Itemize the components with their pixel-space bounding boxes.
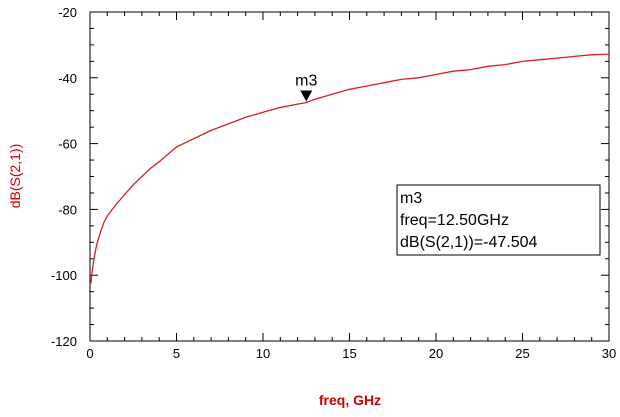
y-tick-label: -120 bbox=[51, 334, 77, 349]
readout-frequency: freq=12.50GHz bbox=[400, 212, 509, 229]
readout-value: dB(S(2,1))=-47.504 bbox=[400, 234, 538, 251]
y-tick-label: -100 bbox=[51, 268, 77, 283]
marker-label: m3 bbox=[295, 72, 317, 89]
y-tick-label: -40 bbox=[58, 71, 77, 86]
marker-readout-box: m3 freq=12.50GHz dB(S(2,1))=-47.504 bbox=[396, 184, 601, 256]
axis-ticks bbox=[89, 11, 610, 342]
y-tick-label: -80 bbox=[58, 202, 77, 217]
y-axis-label: dB(S(2,1)) bbox=[7, 144, 23, 209]
x-tick-label: 15 bbox=[342, 346, 356, 361]
x-tick-label: 5 bbox=[173, 346, 180, 361]
x-tick-label: 10 bbox=[256, 346, 270, 361]
x-tick-labels: 0 5 10 15 20 25 30 bbox=[86, 346, 616, 361]
marker-triangle-icon[interactable] bbox=[300, 90, 313, 102]
series-line-dB-S21 bbox=[90, 53, 610, 284]
y-tick-labels: -20 -40 -60 -80 -100 -120 bbox=[51, 5, 77, 349]
y-tick-label: -60 bbox=[58, 137, 77, 152]
plot-area-frame bbox=[89, 11, 610, 342]
x-tick-label: 0 bbox=[86, 346, 93, 361]
x-tick-label: 30 bbox=[602, 346, 616, 361]
x-tick-label: 20 bbox=[429, 346, 443, 361]
y-tick-label: -20 bbox=[58, 5, 77, 20]
x-axis-label: freq, GHz bbox=[319, 392, 381, 408]
marker-m3[interactable]: m3 bbox=[295, 72, 317, 102]
x-tick-label: 25 bbox=[515, 346, 529, 361]
readout-marker-name: m3 bbox=[400, 190, 422, 207]
readout-frame bbox=[396, 184, 601, 256]
